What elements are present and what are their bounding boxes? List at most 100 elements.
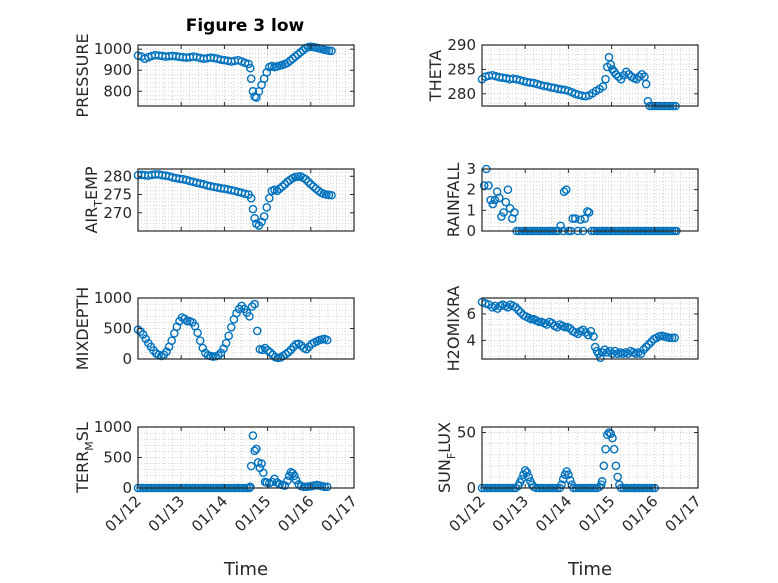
data-point [522,468,532,477]
data-point [576,215,585,224]
data-point [606,60,616,69]
data-point [601,74,610,84]
data-point [221,338,231,348]
data-point [246,74,256,83]
data-point [246,461,256,471]
data-point [637,69,647,79]
data-series [133,299,332,363]
data-point [614,72,623,82]
data-point [484,181,493,190]
data-point [167,336,176,346]
data-point [301,174,310,184]
data-point [564,470,573,479]
y-tick-label: 1000 [94,40,132,58]
y-tick-label: 290 [447,36,476,54]
data-point [306,180,316,189]
data-point [327,190,336,200]
y-tick-label: 1000 [94,289,132,307]
data-point [302,344,311,354]
axes-box [481,297,699,360]
data-point [621,67,631,77]
data-point [290,471,299,481]
data-point [608,433,617,443]
y-axis-label: H2OMIXRA [444,286,463,372]
data-point [309,182,318,191]
data-point [284,347,293,357]
data-point [581,91,590,101]
data-point [605,346,615,356]
y-tick-label: 2 [466,181,476,199]
y-tick-label: 280 [447,85,476,103]
data-point [665,333,674,343]
data-point [513,305,523,315]
data-point [252,444,261,454]
y-axis-label: RAINFALL [444,163,463,238]
y-tick-label: 1000 [94,418,132,436]
y-tick-label: 6 [466,305,476,323]
data-point [248,431,258,440]
data-point [499,208,508,217]
data-point [141,334,151,344]
y-axis-label: MIXDEPTH [73,287,92,370]
axes-box [481,426,699,489]
y-tick-label: 280 [103,167,132,185]
y-tick-label: 275 [103,186,132,204]
y-tick-label: 0 [122,350,132,368]
data-point [584,208,594,217]
data-point [258,468,268,478]
data-point [244,59,253,69]
data-point [632,74,641,84]
data-point [501,197,511,207]
data-point [590,342,600,352]
data-point [580,214,590,223]
grid [137,168,355,232]
data-point [246,193,256,203]
data-point [232,308,241,318]
figure-title: Figure 3 low [186,16,305,36]
axes-box [137,168,355,232]
data-point [598,82,608,91]
data-point [322,482,332,492]
y-tick-label: 500 [103,320,132,338]
data-point [667,333,677,343]
y-tick-label: 0 [466,479,476,497]
data-point [246,482,255,492]
data-point [320,482,329,492]
y-tick-label: 4 [466,331,476,349]
data-point [490,195,500,205]
data-point [561,185,571,194]
y-axis-label: PRESSURE [73,33,92,117]
data-point [138,330,148,339]
y-tick-label: 500 [103,449,132,467]
y-tick-label: 270 [103,204,132,222]
y-axis-label: THETA [426,50,445,102]
data-point [511,302,520,312]
data-point [303,177,313,187]
data-point [250,213,259,223]
data-point [490,301,500,311]
data-point [291,475,301,485]
y-tick-label: 0 [122,479,132,497]
x-axis-label: Time [223,559,268,580]
data-point [600,345,609,355]
data-point [288,54,297,63]
data-point [596,353,605,362]
data-point [609,444,619,454]
y-axis-label: TERRMSL [73,422,96,494]
data-point [247,302,257,311]
data-series [133,42,336,102]
data-point [311,184,321,193]
data-point [486,195,495,205]
data-point [250,299,259,309]
grid [137,44,355,106]
data-point [280,481,290,490]
data-point [322,335,332,345]
data-point [259,212,269,221]
data-point [494,193,504,203]
data-series [477,297,679,362]
